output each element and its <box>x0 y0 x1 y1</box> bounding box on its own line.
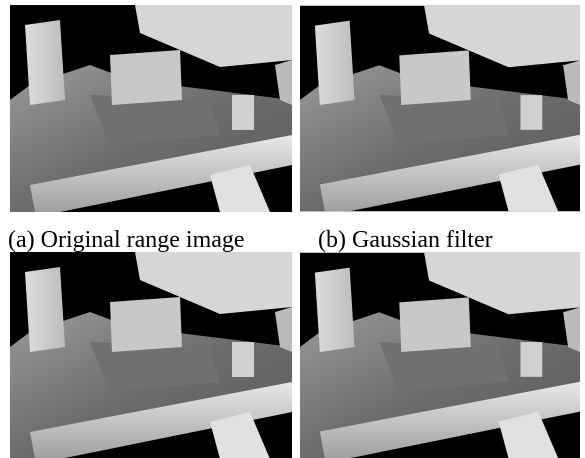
range-image-original <box>10 5 292 212</box>
range-image-d <box>300 252 580 458</box>
range-image-gaussian <box>300 5 580 212</box>
caption-b: (b) Gaussian filter <box>318 226 493 254</box>
page: (a) Original range image (b) Gaussian fi… <box>0 0 585 458</box>
range-image-c <box>10 252 292 458</box>
caption-a: (a) Original range image <box>8 226 245 254</box>
